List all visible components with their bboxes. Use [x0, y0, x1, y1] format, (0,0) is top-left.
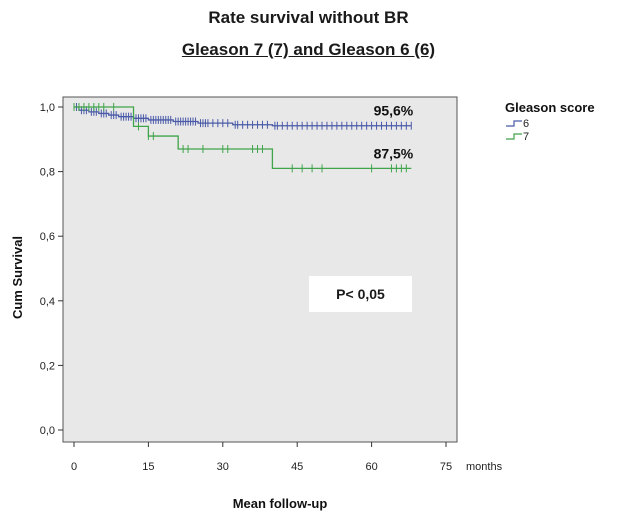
- legend: Gleason score 67: [505, 100, 595, 143]
- x-tick-label: 15: [142, 461, 154, 473]
- legend-swatch-6: [506, 120, 522, 127]
- y-tick-label: 0,0: [40, 425, 55, 437]
- y-tick-label: 0,2: [40, 360, 55, 372]
- x-tick-label: 60: [365, 461, 377, 473]
- x-tick-label: 30: [217, 461, 229, 473]
- x-axis-label: Mean follow-up: [233, 496, 328, 511]
- chart-subtitle: Gleason 7 (7) and Gleason 6 (6): [181, 40, 436, 59]
- x-tick-label: 0: [71, 461, 77, 473]
- end-label-6: 95,6%: [374, 103, 414, 119]
- x-tick-label: 45: [291, 461, 303, 473]
- series-7: 87,5%: [73, 103, 414, 173]
- legend-label-6: 6: [523, 118, 529, 130]
- y-tick-label: 0,6: [40, 231, 55, 243]
- p-value-annotation: P< 0,05: [309, 276, 412, 312]
- x-axis: 0 15 30 45 60 75: [71, 442, 452, 473]
- series-layer: 95,6% 87,5%: [73, 103, 414, 173]
- legend-title: Gleason score: [505, 100, 595, 115]
- series-line-7: [74, 106, 412, 170]
- y-tick-label: 1,0: [40, 102, 55, 114]
- x-axis-unit: months: [466, 461, 503, 473]
- plot-area: [62, 96, 458, 443]
- end-label-7: 87,5%: [374, 145, 414, 161]
- legend-swatch-7: [506, 133, 522, 140]
- y-tick-label: 0,8: [40, 167, 55, 179]
- x-tick-label: 75: [440, 461, 452, 473]
- y-tick-label: 0,4: [40, 296, 55, 308]
- y-axis-label: Cum Survival: [10, 236, 25, 319]
- y-axis: 0,0 0,2 0,4 0,6 0,8 1,0: [40, 102, 63, 437]
- chart-title: Rate survival without BR: [208, 8, 409, 27]
- legend-label-7: 7: [523, 131, 529, 143]
